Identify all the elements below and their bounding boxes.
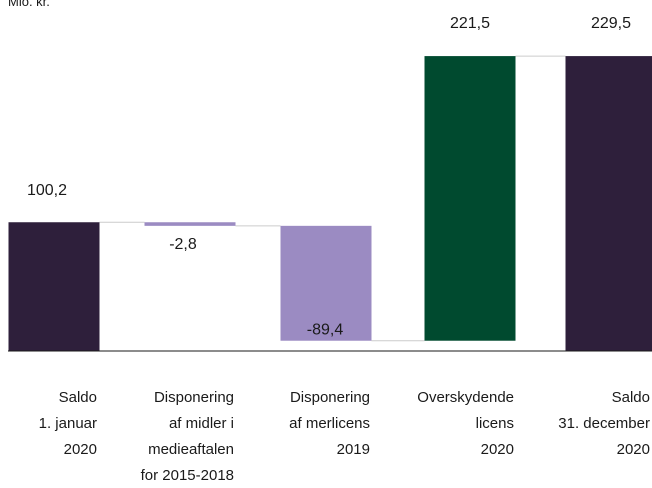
category-label-2-line-2: 2019 [337, 441, 370, 458]
category-label-1-line-0: Disponering [154, 389, 234, 406]
category-label-1-line-3: for 2015-2018 [141, 467, 234, 484]
category-label-3-line-2: 2020 [481, 441, 514, 458]
category-label-1-line-2: medieaftalen [148, 441, 234, 458]
category-label-2-line-1: af merlicens [289, 415, 370, 432]
category-label-3-line-1: licens [476, 415, 514, 432]
bars [8, 56, 652, 351]
bar-0 [8, 222, 100, 351]
value-label-2: -89,4 [307, 322, 344, 339]
bar-1 [144, 222, 236, 226]
value-labels: 100,2 -2,8 -89,4 221,5 229,5 [27, 15, 631, 339]
category-label-0-line-2: 2020 [64, 441, 97, 458]
category-label-4-line-1: 31. december [558, 415, 650, 432]
bar-2 [280, 225, 372, 341]
category-label-2-line-0: Disponering [290, 389, 370, 406]
category-labels: Saldo 1. januar 2020 Disponering af midler i… [39, 389, 650, 484]
category-label-4-line-0: Saldo [612, 389, 650, 406]
category-label-4-line-2: 2020 [617, 441, 650, 458]
value-label-4: 229,5 [591, 15, 631, 32]
category-label-3-line-0: Overskydende [417, 389, 514, 406]
bar-3 [424, 56, 516, 341]
connector-lines [99, 55, 566, 342]
category-label-0-line-0: Saldo [59, 389, 97, 406]
category-label-0-line-1: 1. januar [39, 415, 97, 432]
bar-4 [565, 56, 652, 351]
value-label-3: 221,5 [450, 15, 490, 32]
value-label-0: 100,2 [27, 182, 67, 199]
category-label-1-line-1: af midler i [169, 415, 234, 432]
value-label-1: -2,8 [169, 236, 197, 253]
unit-label: Mio. kr. [8, 0, 50, 9]
